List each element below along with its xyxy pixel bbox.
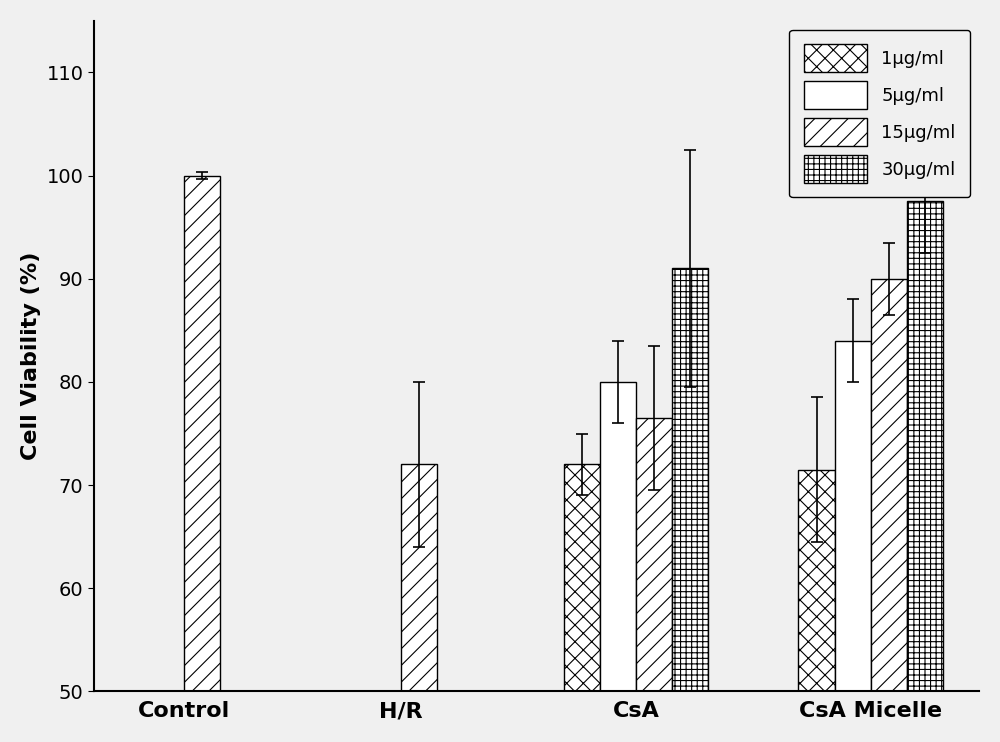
Bar	[907, 201, 943, 692]
Bar	[636, 418, 672, 692]
Bar	[871, 279, 907, 692]
Bar	[600, 382, 636, 692]
Bar	[401, 464, 437, 692]
Bar	[798, 470, 835, 692]
Bar	[184, 176, 220, 692]
Y-axis label: Cell Viability (%): Cell Viability (%)	[21, 252, 41, 460]
Bar	[672, 269, 708, 692]
Legend: 1μg/ml, 5μg/ml, 15μg/ml, 30μg/ml: 1μg/ml, 5μg/ml, 15μg/ml, 30μg/ml	[789, 30, 970, 197]
Bar	[835, 341, 871, 692]
Bar	[564, 464, 600, 692]
